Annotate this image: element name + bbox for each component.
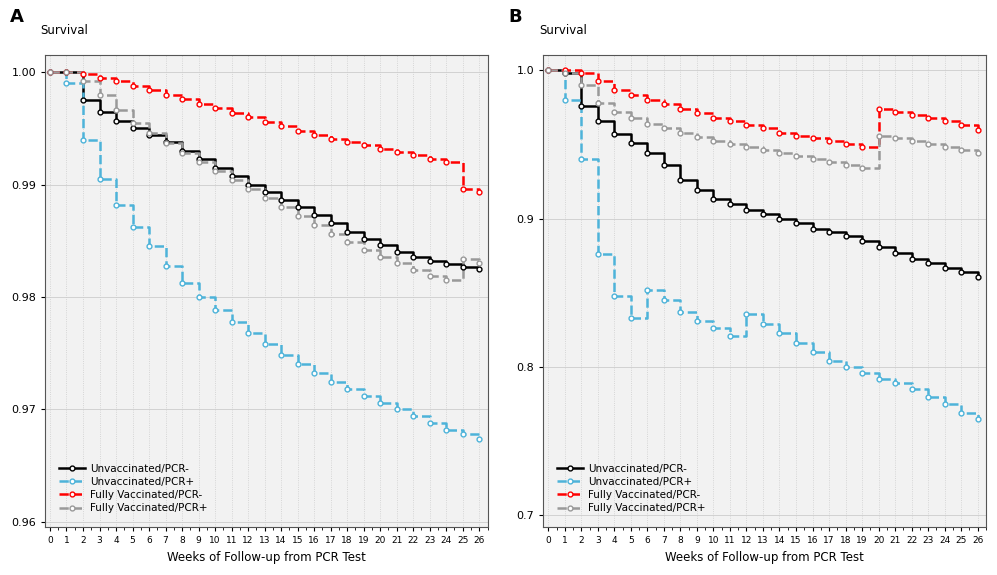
X-axis label: Weeks of Follow-up from PCR Test: Weeks of Follow-up from PCR Test (665, 551, 864, 564)
X-axis label: Weeks of Follow-up from PCR Test: Weeks of Follow-up from PCR Test (166, 551, 366, 564)
Text: Survival: Survival (539, 24, 587, 36)
Text: Survival: Survival (41, 24, 89, 36)
Text: B: B (508, 8, 521, 26)
Legend: Unvaccinated/PCR-, Unvaccinated/PCR+, Fully Vaccinated/PCR-, Fully Vaccinated/PC: Unvaccinated/PCR-, Unvaccinated/PCR+, Fu… (553, 459, 710, 518)
Legend: Unvaccinated/PCR-, Unvaccinated/PCR+, Fully Vaccinated/PCR-, Fully Vaccinated/PC: Unvaccinated/PCR-, Unvaccinated/PCR+, Fu… (55, 459, 211, 518)
Text: A: A (10, 8, 24, 26)
